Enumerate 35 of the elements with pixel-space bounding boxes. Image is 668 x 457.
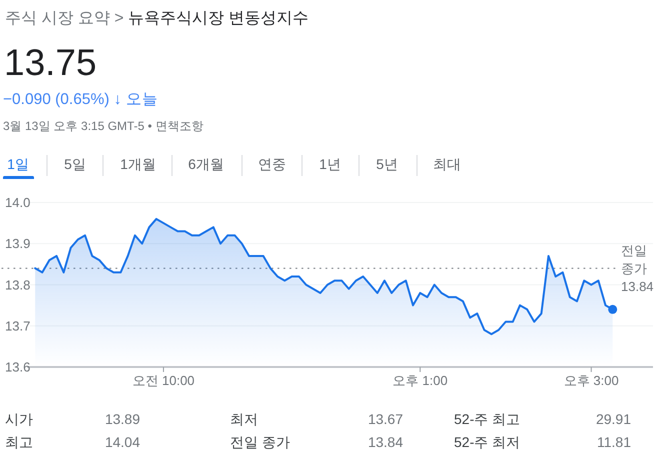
tab-label: 1일: [7, 156, 29, 172]
stat-value: 13.67: [368, 411, 403, 427]
timestamp: 3월 13일 오후 3:15 GMT-5 • 면책조항: [3, 119, 204, 133]
stat-label: 시가: [5, 411, 33, 427]
x-tick: 오후 1:00: [392, 373, 448, 388]
stat-label: 최저: [230, 411, 258, 427]
tab-label: 6개월: [188, 156, 224, 172]
ref-label: 종가: [621, 260, 647, 276]
title: 주식 시장 요약 > 뉴욕주식시장 변동성지수: [5, 10, 309, 27]
tab-label: 5일: [64, 156, 86, 172]
stat-label: 최고: [5, 434, 33, 450]
x-tick: 오전 10:00: [132, 373, 195, 388]
y-tick: 14.0: [5, 195, 30, 210]
stat-value: 14.04: [104, 434, 140, 450]
stat-label: 52-주 최저: [454, 434, 520, 450]
ref-label: 13.84: [621, 278, 654, 294]
stat-label: 전일 종가: [230, 434, 290, 450]
tab-label: 최대: [433, 156, 461, 172]
tab-label: 연중: [258, 156, 286, 172]
tab-label: 1개월: [120, 156, 156, 172]
stat-value: 29.91: [596, 411, 631, 427]
stat-value: 13.89: [104, 411, 140, 427]
stat-label: 52-주 최고: [454, 411, 520, 427]
tab-label: 1년: [319, 156, 341, 172]
ref-label: 전일: [621, 242, 647, 258]
stat-value: 11.81: [597, 434, 631, 450]
y-tick: 13.7: [5, 318, 30, 334]
current-value: 13.75: [4, 42, 97, 83]
stat-value: 13.84: [368, 434, 403, 450]
y-tick: 13.9: [5, 236, 30, 252]
tab-label: 5년: [376, 156, 398, 172]
y-tick: 13.8: [5, 277, 30, 292]
change: −0.090 (0.65%) ↓ 오늘: [3, 91, 158, 108]
x-tick: 오후 3:00: [564, 373, 619, 388]
y-tick: 13.6: [5, 360, 30, 374]
